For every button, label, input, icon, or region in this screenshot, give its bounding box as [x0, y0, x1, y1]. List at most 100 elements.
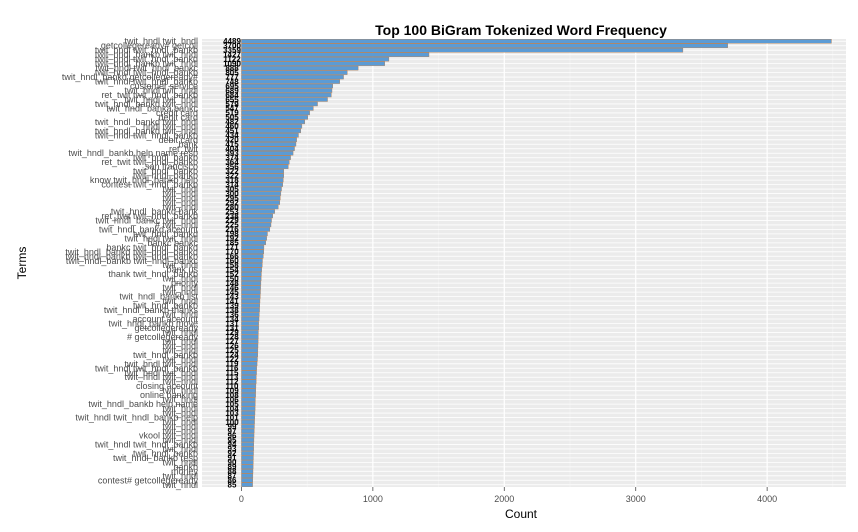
bar: [241, 339, 259, 344]
bar: [241, 343, 259, 349]
bar: [241, 464, 254, 470]
value-label: 216: [225, 225, 239, 234]
bar: [241, 370, 257, 375]
bar: [241, 263, 263, 268]
value-label: 150: [225, 274, 239, 283]
bar: [241, 379, 257, 384]
category-label: twit_hndl: [162, 457, 198, 467]
value-label: 158: [225, 261, 239, 270]
category-label: ret_twit: [169, 144, 199, 154]
value-label: 689: [225, 86, 239, 95]
category-label: twit_hndl: [162, 386, 198, 396]
value-label: 124: [225, 351, 239, 360]
value-label: 171: [225, 243, 239, 252]
bar: [241, 428, 255, 434]
category-label: twit_hndl: [162, 417, 198, 427]
category-label: priority: [171, 278, 199, 288]
category-label: twit_hndl: [162, 408, 198, 418]
category-label: twit_hndl: [162, 274, 198, 284]
value-label: 90: [228, 458, 237, 467]
category-label: twit_hndl: [162, 184, 198, 194]
bar: [241, 43, 728, 48]
x-tick-label: 1000: [363, 494, 383, 504]
value-label: 97: [228, 427, 237, 436]
value-label: 305: [225, 185, 239, 194]
value-label: 374: [225, 154, 239, 163]
category-label: twit_hndl: [162, 193, 198, 203]
value-label: 103: [225, 409, 239, 418]
value-label: 126: [225, 342, 239, 351]
bar: [241, 133, 299, 138]
value-label: 134: [225, 315, 239, 324]
category-label: # twit_hndl: [155, 220, 198, 230]
category-label: know twit_hndl_bankb help: [90, 175, 198, 185]
bar: [241, 218, 272, 223]
bar: [241, 182, 283, 187]
bar: [241, 142, 297, 147]
bar: [241, 357, 258, 362]
category-label: twit_hndl: [162, 354, 198, 364]
value-label: 166: [225, 252, 239, 261]
bar: [241, 433, 255, 438]
bar: [241, 227, 271, 232]
bar: [241, 478, 253, 483]
value-label: 420: [225, 136, 239, 145]
value-label: 579: [225, 100, 239, 109]
category-label: ret_twit twit_hndl_bankb: [101, 90, 198, 100]
category-label: twit_hndl: [162, 395, 198, 405]
bar: [241, 52, 430, 57]
value-label: 112: [226, 378, 239, 387]
value-label: 404: [225, 145, 239, 154]
bar: [241, 410, 256, 416]
bar: [241, 285, 261, 290]
value-label: 192: [225, 234, 239, 243]
value-label: 138: [225, 306, 239, 315]
bar: [241, 110, 310, 116]
value-label: 225: [225, 221, 239, 230]
value-label: 777: [225, 73, 239, 82]
category-label: twit_hndl: [162, 435, 198, 445]
value-label: 519: [225, 109, 239, 118]
bar: [241, 173, 284, 178]
bar: [241, 236, 267, 241]
value-label: 92: [228, 449, 237, 458]
bar: [241, 473, 254, 479]
category-label: twit_hndl_bankd twit_hndl: [95, 117, 198, 127]
category-label: hndl twit_hndl: [143, 121, 198, 131]
value-label: 96: [228, 431, 237, 440]
category-label: twit_hndl_bankb help name: [88, 399, 198, 409]
bar: [241, 119, 305, 125]
bar: [241, 276, 262, 281]
value-label: 748: [225, 77, 239, 86]
y-axis-title: Terms: [15, 247, 29, 280]
bar: [241, 249, 264, 255]
value-label: 116: [226, 364, 239, 373]
category-label: twit_hndl_bankb twit_hndl_bankb: [65, 251, 198, 261]
x-tick-label: 2000: [494, 494, 514, 504]
bar: [241, 168, 284, 174]
value-label: 145: [225, 288, 239, 297]
category-label: twit_hndl: [162, 480, 198, 490]
category-label: twit_hndl: [162, 345, 198, 355]
value-label: 86: [228, 476, 237, 485]
category-label: bankc twit_hndl_bankd: [106, 242, 198, 252]
value-label: 238: [225, 212, 239, 221]
bar: [241, 79, 340, 84]
category-label: vkool twit_hndl: [139, 430, 198, 440]
bar: [241, 164, 289, 169]
bar: [241, 209, 275, 214]
value-label: 356: [225, 162, 239, 171]
x-axis-title: Count: [505, 507, 538, 521]
bar: [241, 280, 262, 286]
category-label: twit_hndl: [162, 327, 198, 337]
category-label: getcollegeready# getcoll: [101, 41, 198, 51]
value-label: 1427: [223, 50, 241, 59]
value-label: 322: [225, 167, 239, 176]
category-label: twit_hndl_bankd bank: [111, 206, 199, 216]
bar: [241, 316, 260, 322]
category-label: twit_hndl twit_hndl: [124, 36, 198, 46]
category-label: twit_hndl_bankc twit_hndl: [95, 215, 198, 225]
value-label: 143: [225, 292, 239, 301]
category-label: twit_hndl_bankd twit_hndl_bankd: [65, 247, 198, 257]
bar: [241, 294, 261, 299]
